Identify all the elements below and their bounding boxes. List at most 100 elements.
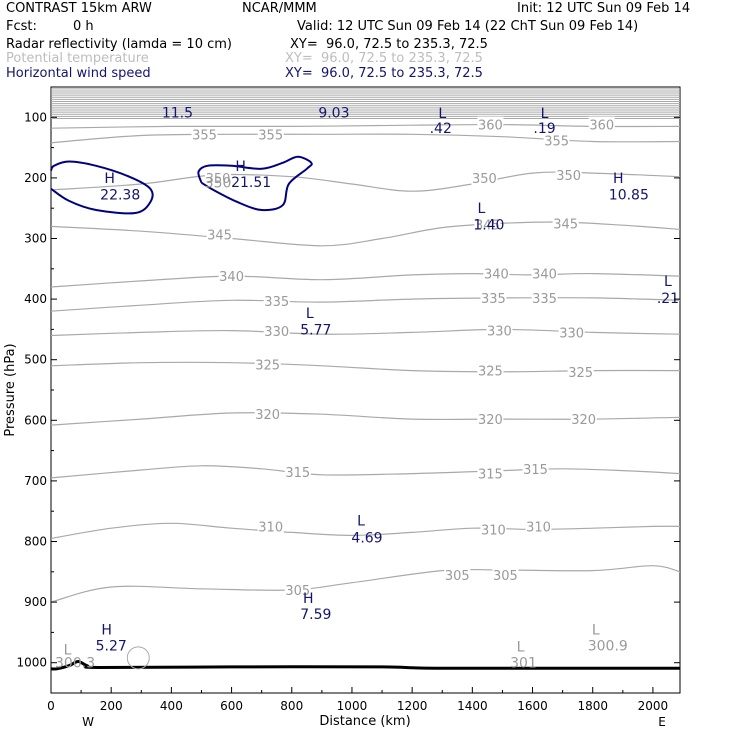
x-tick-label: 400 [160,699,183,713]
theta-label-310: 310 [526,520,551,535]
theta-label-350: 350 [472,172,497,187]
wind-extremum-label: 22.38 [100,187,140,203]
theta-label-355: 355 [258,128,283,143]
wind-extremum-label: 9.03 [318,105,349,121]
theta-label-330: 330 [264,325,289,340]
wind-extremum-label: H [104,171,115,187]
theta-label-bg [254,356,281,372]
theta-label-345: 345 [475,219,500,234]
theta-label-340: 340 [484,268,509,283]
theta-label-bg [471,169,498,185]
x-tick-label: 1000 [337,699,368,713]
wind-extremum-label: L [664,274,672,290]
theta-label-bg [257,126,284,142]
wind-extremum-label: .42 [430,121,452,137]
wind-extremum-label: 21.51 [231,175,271,191]
theta-label-315: 315 [285,466,310,481]
end-label-east: E [658,715,666,729]
theta-label-360: 360 [478,119,503,134]
theta-label-bg [480,289,507,305]
theta-label-bg [477,465,504,481]
theta-label-345: 345 [207,228,232,243]
theta-label-bg [555,166,582,182]
theta-label-bg [492,566,519,582]
topo-circle [126,646,150,670]
theta-contour-340 [50,272,681,288]
theta-label-340: 340 [532,268,557,283]
theta-label-bg [552,215,579,231]
x-tick-label: 1800 [577,699,608,713]
theta-contour-315 [50,465,681,479]
theta-label-305: 305 [445,569,470,584]
theta-extremum-label: 350 [205,176,232,192]
theta-label-360: 360 [589,119,614,134]
y-tick-label: 200 [24,171,47,185]
theta-contour-330 [50,328,681,337]
end-label-west: W [82,715,94,729]
theta-label-bg [543,132,570,148]
x-tick-label: 600 [220,699,243,713]
theta-label-335: 335 [264,295,289,310]
theta-label-325: 325 [255,359,280,374]
theta-label-bg [284,581,311,597]
theta-contour-310 [50,522,681,540]
theta-label-bg [257,518,284,534]
wind-extremum-label: 10.85 [609,187,649,203]
y-tick-label: 500 [24,353,47,367]
surface-line [50,659,681,671]
wind-extremum-label: 7.59 [300,607,331,623]
theta-extremum-label: L [592,622,600,638]
reflectivity-contour-1 [50,160,154,215]
theta-label-bg [522,460,549,476]
theta-label-bg [263,323,290,339]
reflectivity-contours [50,155,313,215]
y-tick-label: 900 [24,595,47,609]
x-axis-label: Distance (km) [319,714,410,729]
y-tick-label: 300 [24,232,47,246]
theta-label-345: 345 [553,217,578,232]
theta-label-305: 305 [285,584,310,599]
x-tick-label: 200 [100,699,123,713]
x-tick-label: 800 [280,699,303,713]
wind-extremum-label: L [541,106,549,122]
field-theta-name: Potential temperature [6,51,149,66]
wind-extremum-label: .21 [657,291,679,307]
theta-contour-305 [50,565,681,603]
theta-label-bg [477,411,504,427]
fcst-value: 0 h [73,19,94,34]
theta-label-bg [474,216,501,232]
theta-label-330: 330 [559,326,584,341]
y-tick-label: 700 [24,474,47,488]
theta-label-bg [570,411,597,427]
theta-label-bg [205,169,232,185]
theta-label-bg [531,289,558,305]
field-wind-xy: XY= 96.0, 72.5 to 235.3, 72.5 [285,66,483,81]
theta-label-bg [480,521,507,537]
wind-extremum-label: H [303,591,314,607]
theta-label-bg [254,406,281,422]
terrain-surface [50,646,681,671]
theta-label-bg [483,265,510,281]
wind-extremum-label: L [357,513,365,529]
theta-label-bg [477,362,504,378]
theta-extremum-label: 301 [510,656,537,672]
theta-label-bg [284,463,311,479]
theta-label-bg [477,116,504,132]
theta-label-310: 310 [258,520,283,535]
theta-label-315: 315 [478,468,503,483]
wind-extremum-label: L [306,306,314,322]
wind-extremum-label: 4.69 [351,530,382,546]
x-tick-label: 0 [47,699,55,713]
theta-contour-345 [50,221,681,247]
field-theta-xy: XY= 96.0, 72.5 to 235.3, 72.5 [285,51,483,66]
theta-label-bg [567,363,594,379]
x-tick-label: 2000 [638,699,669,713]
theta-label-330: 330 [487,325,512,340]
theta-extremum-label: 300.9 [588,639,628,655]
theta-label-bg [531,265,558,281]
theta-top-bands [51,88,680,120]
wind-extremum-label: H [235,159,246,175]
wind-extremum-label: 1.40 [473,218,504,234]
y-tick-label: 600 [24,413,47,427]
theta-extremum-label: L [517,639,525,655]
